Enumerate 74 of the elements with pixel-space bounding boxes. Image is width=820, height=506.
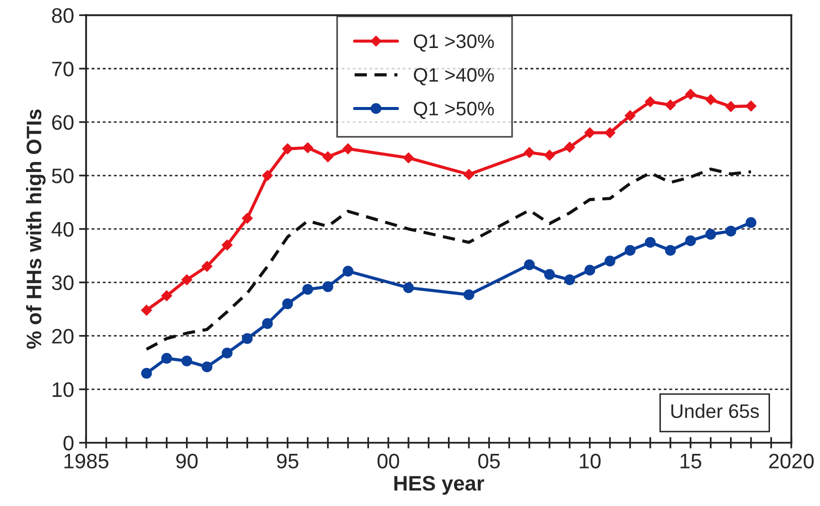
x-tick-label: 00 — [378, 454, 400, 468]
point — [463, 169, 474, 180]
line-series — [145, 168, 753, 351]
legend-label: Q1 >50% — [414, 102, 494, 119]
y-tick-label: 80 — [52, 8, 74, 23]
point — [604, 127, 616, 138]
point — [141, 304, 152, 316]
point — [222, 348, 233, 358]
point — [161, 352, 172, 364]
point — [222, 240, 233, 250]
point — [544, 269, 555, 280]
y-tick-label: 60 — [52, 115, 74, 130]
point — [322, 151, 334, 162]
x-tick-label: 10 — [580, 454, 601, 468]
point — [564, 274, 576, 286]
legend-label: Q1 >30% — [414, 34, 494, 52]
y-tick-label: 50 — [52, 168, 74, 184]
legend-label: Q1 >40% — [414, 68, 494, 86]
y-tick-label: 0 — [64, 436, 74, 451]
y-tick-label: 40 — [52, 222, 74, 237]
x-tick-label: 95 — [276, 454, 298, 468]
point — [664, 100, 676, 110]
x-tick-label: 2020 — [769, 454, 814, 468]
point — [181, 274, 192, 286]
point — [644, 236, 656, 248]
y-tick-label: 70 — [52, 62, 74, 76]
point — [403, 152, 414, 164]
annotation: Under 65s — [671, 404, 759, 418]
point — [302, 284, 314, 295]
point — [403, 282, 414, 294]
point — [705, 94, 716, 106]
y-tick-label: 10 — [52, 382, 74, 398]
point — [665, 244, 676, 256]
point — [242, 333, 253, 344]
point — [282, 143, 294, 154]
point — [202, 260, 212, 272]
point — [342, 266, 354, 277]
point — [524, 147, 535, 158]
point — [746, 100, 756, 112]
point — [564, 142, 576, 153]
point — [282, 298, 293, 310]
point — [725, 101, 736, 112]
x-tick-label: 15 — [680, 454, 702, 468]
point — [242, 212, 253, 224]
point — [624, 110, 636, 122]
y-axis-title: % of HHs with high OTIs — [26, 109, 46, 349]
x-tick-label: 05 — [478, 454, 500, 468]
point — [302, 142, 314, 154]
point — [464, 289, 474, 300]
point — [181, 356, 192, 366]
point — [644, 96, 656, 108]
point — [705, 228, 716, 240]
point — [322, 281, 334, 292]
point — [584, 127, 596, 138]
point — [624, 244, 636, 256]
point — [141, 368, 152, 379]
point — [685, 235, 696, 246]
point — [604, 256, 616, 266]
point — [544, 150, 555, 161]
point — [746, 217, 756, 228]
point — [262, 318, 273, 329]
x-tick-label: 1985 — [64, 454, 108, 468]
point — [202, 361, 212, 372]
point — [524, 259, 535, 270]
y-tick-label: 20 — [52, 328, 74, 344]
point — [342, 143, 354, 154]
point — [161, 290, 172, 302]
x-tick-label: 90 — [176, 454, 198, 468]
point — [584, 264, 596, 276]
y-tick-label: 30 — [52, 275, 74, 290]
point — [685, 88, 696, 100]
x-axis-title: HES year — [394, 476, 484, 495]
point — [262, 170, 273, 181]
point — [725, 226, 736, 236]
